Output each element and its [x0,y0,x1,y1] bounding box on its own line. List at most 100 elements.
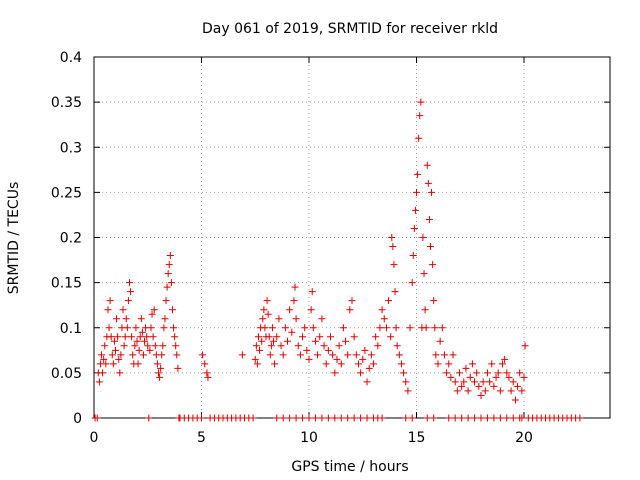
data-point [162,297,170,305]
data-point [488,360,496,368]
data-point [458,382,466,390]
data-point [110,337,118,345]
data-point [167,279,175,287]
data-point [391,288,399,296]
y-tick-label: 0.4 [60,50,82,66]
data-point [415,134,423,142]
data-point [333,355,341,363]
data-point [320,342,328,350]
data-point [251,355,259,363]
data-point [331,414,339,422]
data-point [105,324,113,332]
data-point [518,387,526,395]
y-tick-label: 0.2 [60,231,82,247]
data-point [160,324,168,332]
data-point [296,351,304,359]
data-point [324,414,332,422]
data-point [335,342,343,350]
data-point [198,414,205,422]
y-axis-label: SRMTID / TECUs [6,182,22,295]
data-point [95,378,103,386]
data-point [141,337,149,345]
data-point [261,324,269,332]
data-point [410,224,418,232]
data-point [318,315,326,323]
data-point [158,351,166,359]
data-point [156,373,164,381]
data-point [503,369,511,377]
data-point [161,315,169,323]
data-point [131,342,139,350]
data-point [451,378,459,386]
data-point [483,414,491,422]
data-point [163,283,171,291]
x-axis-label: GPS time / hours [291,459,408,475]
data-point [331,369,339,377]
data-point [486,378,494,386]
data-point [123,324,131,332]
data-point [143,333,151,341]
data-point [409,252,417,260]
data-point [132,324,140,332]
data-point [135,346,143,354]
data-point [507,387,515,395]
data-point [490,382,498,390]
data-points [91,98,584,422]
data-point [392,324,400,332]
data-point [376,324,384,332]
data-point [365,364,373,372]
data-point [281,324,289,332]
data-point [521,342,529,350]
data-point [475,382,483,390]
data-point [468,360,476,368]
data-point [372,333,380,341]
data-point [117,351,125,359]
data-point [329,351,337,359]
data-point [462,364,470,372]
data-point [397,360,405,368]
data-point [402,414,410,422]
data-point [273,333,281,341]
data-point [327,333,334,341]
data-point [174,364,182,372]
data-point [344,414,352,422]
y-tick-label: 0.05 [51,366,82,382]
data-point [305,355,313,363]
data-point [460,378,468,386]
data-point [449,351,457,359]
data-point [249,414,257,422]
data-point [443,369,451,377]
data-point [471,414,479,422]
data-point [284,337,291,345]
data-point [127,288,135,296]
data-point [445,360,453,368]
data-point [265,333,273,341]
data-point [153,360,161,368]
data-point [99,369,107,377]
data-point [171,333,179,341]
data-point [146,346,154,354]
data-point [494,369,502,377]
data-point [406,324,414,332]
data-point [136,333,144,341]
data-point [172,342,180,350]
data-point [116,369,124,377]
data-point [361,346,369,354]
axis-ticks: 0 0.05 0.1 0.15 0.2 0.25 0.3 0.35 0.4 0 5 10 15 20 [51,50,610,446]
data-point [170,324,178,332]
data-point [279,351,287,359]
data-point [428,188,436,196]
data-point [509,414,517,422]
data-point [204,373,212,381]
data-point [266,351,274,359]
data-point [292,414,300,422]
data-point [322,360,330,368]
data-point [337,414,345,422]
data-point [477,391,485,399]
data-point [203,369,211,377]
data-point [404,387,412,395]
data-point [363,378,371,386]
data-point [260,306,268,314]
